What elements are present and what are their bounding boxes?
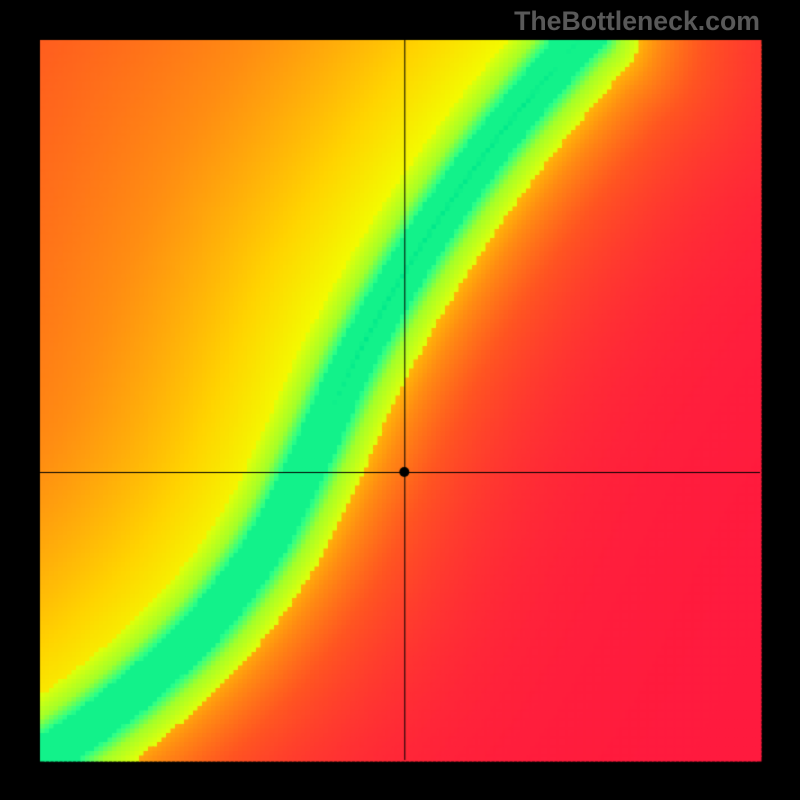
figure-container: TheBottleneck.com: [0, 0, 800, 800]
watermark-text: TheBottleneck.com: [514, 6, 760, 37]
bottleneck-heatmap-canvas: [0, 0, 800, 800]
